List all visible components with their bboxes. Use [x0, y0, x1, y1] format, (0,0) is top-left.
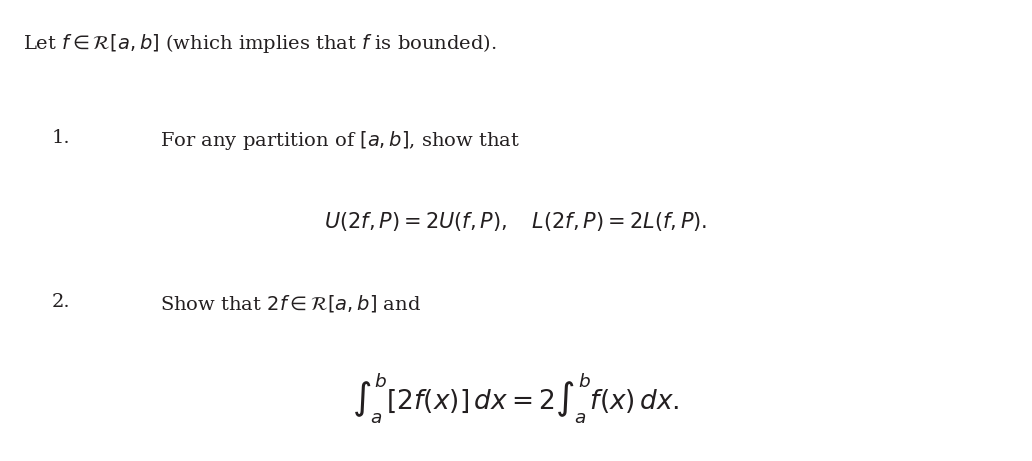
Text: $U(2f, P) = 2U(f, P), \quad L(2f, P) = 2L(f, P).$: $U(2f, P) = 2U(f, P), \quad L(2f, P) = 2…: [324, 210, 708, 233]
Text: For any partition of $[a, b]$, show that: For any partition of $[a, b]$, show that: [160, 129, 520, 152]
Text: 2.: 2.: [52, 293, 70, 311]
Text: Let $f \in \mathcal{R}[a, b]$ (which implies that $f$ is bounded).: Let $f \in \mathcal{R}[a, b]$ (which imp…: [23, 32, 496, 55]
Text: Show that $2f \in \mathcal{R}[a, b]$ and: Show that $2f \in \mathcal{R}[a, b]$ and: [160, 293, 421, 314]
Text: $\int_a^b [2f(x)]\, dx = 2\int_a^b f(x)\, dx.$: $\int_a^b [2f(x)]\, dx = 2\int_a^b f(x)\…: [352, 371, 680, 425]
Text: 1.: 1.: [52, 129, 70, 147]
